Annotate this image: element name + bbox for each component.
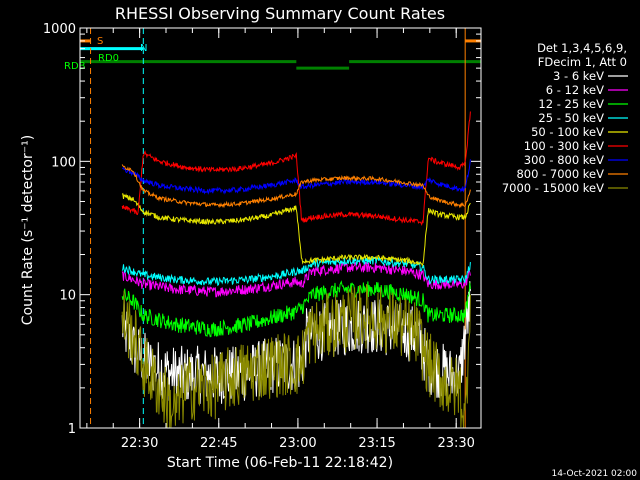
x-tick-label-1: 22:45 (200, 436, 237, 451)
legend: Det 1,3,4,5,6,9,FDecim 1, Att 03 - 6 keV… (502, 41, 628, 195)
legend-item-label-7: 800 - 7000 keV (516, 167, 604, 181)
y-axis-label: Count Rate (s⁻¹ detector⁻¹) (20, 135, 36, 325)
x-tick-label-3: 23:15 (358, 436, 395, 451)
y-tick-label-0: 1 (68, 422, 76, 437)
legend-item-label-2: 12 - 25 keV (538, 97, 604, 111)
x-tick-label-4: 23:30 (437, 436, 474, 451)
y-tick-label-3: 1000 (43, 22, 76, 37)
axes-layer: 1 10 100 1000 22:30 22:45 23:00 23:15 23:30 (43, 22, 481, 451)
x-tick-label-0: 22:30 (121, 436, 158, 451)
legend-header-1: FDecim 1, Att 0 (538, 55, 627, 69)
legend-item-label-6: 300 - 800 keV (524, 153, 604, 167)
legend-header-0: Det 1,3,4,5,6,9, (537, 41, 627, 55)
series-line-8 (121, 284, 471, 429)
plot-frame (79, 27, 482, 429)
series-line-6 (121, 159, 471, 195)
y-tick-label-2: 100 (51, 155, 76, 170)
series-line-2 (121, 280, 471, 338)
flag-label-s: S (97, 36, 103, 47)
legend-item-label-1: 6 - 12 keV (546, 83, 604, 97)
chart-title: RHESSI Observing Summary Count Rates (115, 4, 445, 23)
series-line-1 (121, 260, 471, 298)
series-line-4 (121, 192, 471, 268)
legend-item-label-3: 25 - 50 keV (538, 111, 604, 125)
flag-label-rd0: RD0 (98, 53, 119, 64)
series-line-5 (121, 111, 471, 227)
legend-item-label-5: 100 - 300 keV (524, 139, 604, 153)
legend-item-label-4: 50 - 100 keV (531, 125, 604, 139)
x-axis-label: Start Time (06-Feb-11 22:18:42) (167, 455, 393, 471)
series-layer (121, 111, 471, 429)
flag-label-rdb: RDB (64, 61, 86, 72)
y-tick-label-1: 10 (59, 289, 76, 304)
series-line-3 (121, 255, 471, 287)
footer-date: 14-Oct-2021 02:00 (552, 469, 638, 479)
legend-item-label-8: 7000 - 15000 keV (502, 181, 604, 195)
legend-item-label-0: 3 - 6 keV (553, 69, 604, 83)
x-tick-label-2: 23:00 (279, 436, 316, 451)
series-line-7 (121, 164, 471, 209)
